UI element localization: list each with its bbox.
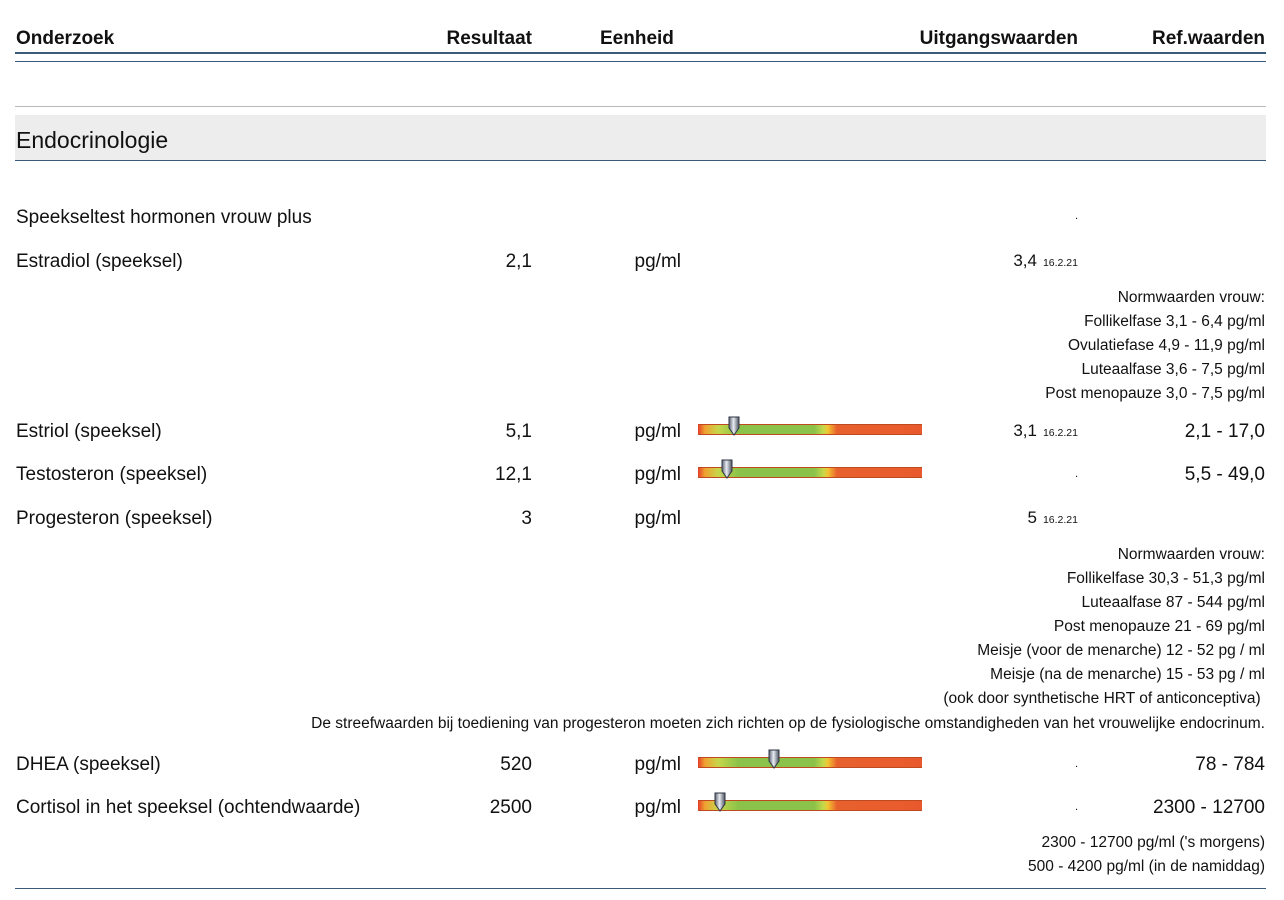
note-line: (ook door synthetische HRT of anticoncep…	[943, 690, 1265, 707]
result-value: 5,1	[505, 421, 532, 442]
col-header-unit: Eenheid	[600, 28, 674, 49]
panel-name: Speekseltest hormonen vrouw plus	[16, 207, 312, 228]
range-gauge	[698, 416, 922, 436]
baseline-date: 16.2.21	[1042, 257, 1078, 269]
header-rule-top	[15, 52, 1266, 54]
note-line: Ovulatiefase 4,9 - 11,9 pg/ml	[1067, 337, 1265, 354]
baseline-value: .	[1075, 758, 1078, 770]
note-line: Normwaarden vrouw:	[1117, 546, 1265, 563]
unit: pg/ml	[634, 508, 681, 529]
cortisol-notes: 2300 - 12700 pg/ml ('s morgens) 500 - 42…	[1028, 831, 1265, 879]
note-line: Follikelfase 30,3 - 51,3 pg/ml	[1066, 570, 1265, 587]
footer-rule	[15, 888, 1266, 889]
header-rule-bottom	[15, 61, 1266, 62]
baseline-date: 16.2.21	[1042, 427, 1078, 439]
test-name: DHEA (speeksel)	[16, 754, 161, 775]
section-top-rule	[15, 106, 1266, 107]
note-line: Post menopauze 3,0 - 7,5 pg/ml	[1045, 385, 1265, 402]
test-name: Estriol (speeksel)	[16, 421, 162, 442]
note-line: Normwaarden vrouw:	[1117, 289, 1265, 306]
gauge-marker-icon	[768, 749, 780, 769]
unit: pg/ml	[634, 797, 681, 818]
baseline-number: 5	[1027, 508, 1037, 527]
result-value: 2500	[489, 797, 532, 818]
result-value: 3	[521, 508, 532, 529]
test-name: Progesteron (speeksel)	[16, 508, 213, 529]
test-name: Testosteron (speeksel)	[16, 464, 208, 485]
note-line: Luteaalfase 3,6 - 7,5 pg/ml	[1081, 361, 1265, 378]
progesteron-long-note: De streefwaarden bij toediening van prog…	[311, 715, 1265, 732]
unit: pg/ml	[634, 251, 681, 272]
estradiol-norm-notes: Normwaarden vrouw: Follikelfase 3,1 - 6,…	[1045, 286, 1265, 406]
baseline-number: .	[1074, 801, 1078, 813]
baseline-number: .	[1074, 468, 1078, 480]
section-title: Endocrinologie	[16, 127, 169, 153]
reference-range: 2,1 - 17,0	[1184, 421, 1265, 442]
col-header-result: Resultaat	[446, 28, 532, 49]
test-name: Estradiol (speeksel)	[16, 251, 183, 272]
unit: pg/ml	[634, 754, 681, 775]
col-header-baseline: Uitgangswaarden	[919, 28, 1078, 49]
reference-range: 5,5 - 49,0	[1184, 464, 1265, 485]
note-line: Meisje (voor de menarche) 12 - 52 pg / m…	[977, 642, 1265, 659]
range-gauge	[698, 459, 922, 479]
unit: pg/ml	[634, 464, 681, 485]
gauge-marker-icon	[714, 792, 726, 812]
result-value: 12,1	[495, 464, 532, 485]
note-line: Post menopauze 21 - 69 pg/ml	[1053, 618, 1265, 635]
baseline-value: 3,4 16.2.21	[1013, 251, 1078, 271]
gauge-marker-icon	[721, 459, 733, 479]
unit: pg/ml	[634, 421, 681, 442]
baseline-value: .	[1075, 468, 1078, 480]
result-value: 520	[500, 754, 532, 775]
range-gauge	[698, 792, 922, 812]
result-value: 2,1	[505, 251, 532, 272]
reference-range: 2300 - 12700	[1153, 797, 1265, 818]
progesteron-norm-notes: Normwaarden vrouw: Follikelfase 30,3 - 5…	[943, 543, 1265, 711]
section-header: Endocrinologie	[15, 115, 1266, 161]
range-gauge	[698, 749, 922, 769]
baseline-number: 3,1	[1013, 421, 1037, 440]
baseline-number: .	[1074, 758, 1078, 770]
col-header-test: Onderzoek	[16, 28, 115, 49]
baseline-value: .	[1075, 801, 1078, 813]
baseline-date: 16.2.21	[1042, 514, 1078, 526]
note-line: Luteaalfase 87 - 544 pg/ml	[1081, 594, 1265, 611]
note-line: Follikelfase 3,1 - 6,4 pg/ml	[1084, 313, 1265, 330]
panel-baseline: .	[1074, 210, 1078, 222]
note-line: Meisje (na de menarche) 15 - 53 pg / ml	[990, 666, 1265, 683]
note-line: 2300 - 12700 pg/ml ('s morgens)	[1041, 834, 1265, 851]
gauge-marker-icon	[728, 416, 740, 436]
baseline-value: 3,1 16.2.21	[1013, 421, 1078, 441]
test-name: Cortisol in het speeksel (ochtendwaarde)	[16, 797, 361, 818]
col-header-ref: Ref.waarden	[1152, 28, 1265, 49]
baseline-number: 3,4	[1013, 251, 1037, 270]
note-line: 500 - 4200 pg/ml (in de namiddag)	[1028, 858, 1265, 875]
baseline-value: 5 16.2.21	[1027, 508, 1078, 528]
reference-range: 78 - 784	[1195, 754, 1265, 775]
